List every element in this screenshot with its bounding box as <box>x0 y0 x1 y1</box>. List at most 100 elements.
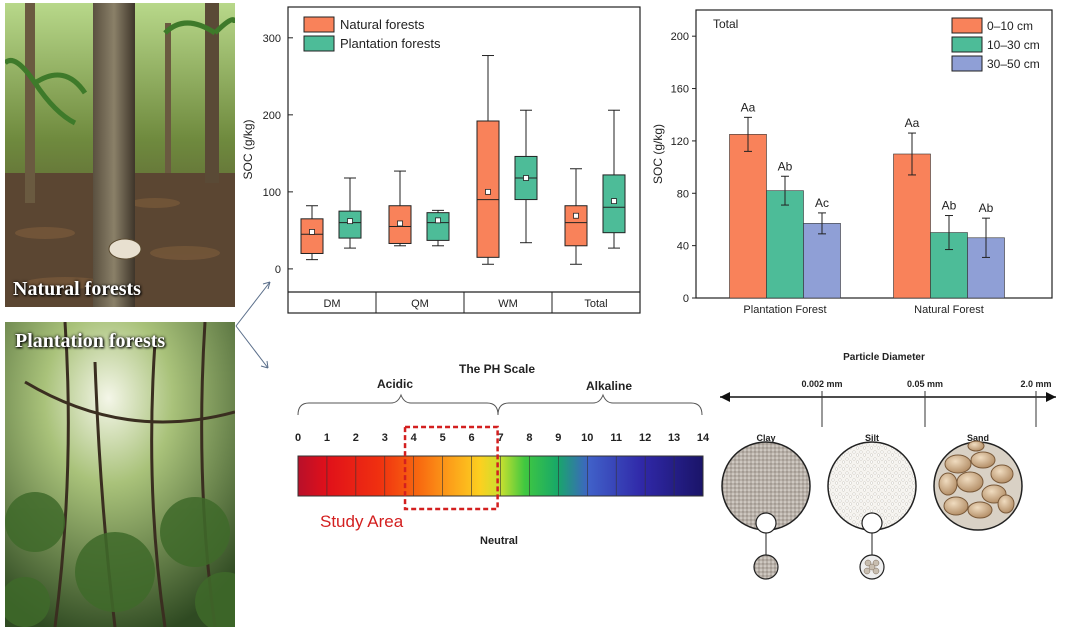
significance-label: Ac <box>815 196 829 210</box>
box-iqr <box>426 212 450 241</box>
y-tick-label: 300 <box>263 33 281 45</box>
significance-label: Ab <box>942 199 957 213</box>
bar <box>729 134 767 299</box>
ph-number: 11 <box>610 432 622 444</box>
ph-number: 14 <box>697 432 710 444</box>
significance-label: Aa <box>741 100 756 114</box>
study-area-box <box>403 425 499 511</box>
y-tick-label: 120 <box>671 136 689 148</box>
legend-swatch <box>951 55 983 72</box>
y-tick-label: 200 <box>671 31 689 43</box>
study-area-label: Study Area <box>320 512 404 531</box>
bar <box>893 153 931 299</box>
sand-grain <box>938 472 958 496</box>
silt-grain <box>872 559 880 567</box>
axis-arrow-right-icon <box>1046 392 1056 402</box>
particle-title: Particle Diameter <box>843 352 925 363</box>
ph-number: 8 <box>526 432 532 444</box>
ph-neutral-label: Neutral <box>480 535 518 547</box>
ph-number: 10 <box>581 432 593 444</box>
box-plantation-forests <box>426 209 450 247</box>
natural-forest-photo: Natural forests <box>5 3 235 307</box>
particle-type-label: Clay <box>756 433 775 443</box>
x-category-label: WM <box>498 298 518 310</box>
box-mean-marker <box>523 175 529 181</box>
silt-grain <box>872 567 880 575</box>
box-mean-marker <box>435 217 441 224</box>
plantation-forest-photo-icon <box>5 322 235 627</box>
ph-number: 12 <box>639 432 651 444</box>
y-tick-label: 80 <box>677 188 689 200</box>
x-category-label: Total <box>584 298 607 310</box>
y-tick-label: 0 <box>683 293 689 305</box>
legend-swatch <box>951 17 983 34</box>
bar-chart-frame <box>695 9 1053 299</box>
significance-label: Ab <box>778 159 793 173</box>
ph-ticks <box>326 456 675 496</box>
particle-types: Clay Silt Sand <box>721 433 1023 580</box>
x-category-label: QM <box>411 298 429 310</box>
particle-zoom-circle <box>753 554 779 580</box>
ph-alkaline-label: Alkaline <box>586 379 632 393</box>
significance-label: Aa <box>905 116 920 130</box>
sand-grain <box>944 454 972 474</box>
y-tick-label: 100 <box>263 187 281 199</box>
box-plantation-forests <box>514 109 538 244</box>
particle-zoom-small-circle <box>755 512 777 534</box>
box-mean-marker <box>485 188 491 195</box>
box-mean-marker <box>309 229 315 235</box>
ph-acidic-label: Acidic <box>377 377 413 391</box>
particle-type-label: Silt <box>865 433 879 443</box>
axis-arrow-left-icon <box>720 392 730 402</box>
box-mean-marker <box>397 220 403 227</box>
sand-grain <box>967 501 993 519</box>
x-category-label: Natural Forest <box>914 304 984 316</box>
box-mean-marker <box>347 218 353 225</box>
ph-number: 4 <box>411 432 418 444</box>
particle-type-label: Sand <box>967 433 989 443</box>
sand-grain <box>956 471 984 493</box>
sand-grain <box>967 440 985 452</box>
box-plantation-forests <box>338 177 362 249</box>
significance-label: Ab <box>979 201 994 215</box>
box-iqr <box>338 210 362 239</box>
acidic-brace <box>297 393 499 416</box>
legend-label: Natural forests <box>340 17 425 32</box>
particle-mark-label: 0.002 mm <box>801 379 842 389</box>
ph-number: 3 <box>382 432 388 444</box>
bar <box>766 190 804 299</box>
y-tick-label: 0 <box>275 264 281 276</box>
box-natural-forests <box>388 170 412 247</box>
bar-chart-title: Total <box>713 17 738 31</box>
box-natural-forests <box>564 168 588 265</box>
ph-number: 1 <box>324 432 330 444</box>
sand-grain <box>997 494 1015 514</box>
box-natural-forests <box>300 205 324 261</box>
silt-grain <box>863 567 871 575</box>
box-mean-marker <box>573 212 579 219</box>
ph-number: 6 <box>469 432 475 444</box>
legend-swatch <box>303 35 335 52</box>
natural-forest-photo-icon <box>5 3 235 307</box>
bar-chart: 0 40 80 120 160 200 SOC (g/kg) Total Plantation … <box>651 9 1053 316</box>
sand-grain <box>943 496 969 516</box>
particle-diameter-diagram: Particle Diameter 0.002 mm 0.05 mm 2.0 mm … <box>720 352 1056 580</box>
particle-mark-label: 2.0 mm <box>1020 379 1051 389</box>
box-plot-frame <box>287 6 641 314</box>
ph-number: 7 <box>497 432 503 444</box>
box-mean-marker <box>611 198 617 205</box>
box-plantation-forests <box>602 109 626 249</box>
x-category-label: DM <box>323 298 340 310</box>
ph-number: 9 <box>555 432 561 444</box>
ph-number: 0 <box>295 432 301 444</box>
ph-number: 2 <box>353 432 359 444</box>
y-axis-label: SOC (g/kg) <box>241 119 255 179</box>
ph-number: 5 <box>440 432 446 444</box>
legend-label: 30–50 cm <box>987 57 1040 71</box>
silt-grain <box>864 559 872 567</box>
y-tick-label: 200 <box>263 110 281 122</box>
box-natural-forests <box>476 55 500 265</box>
box-iqr <box>564 205 588 247</box>
bar <box>803 223 841 299</box>
connector-arrows <box>235 281 271 369</box>
